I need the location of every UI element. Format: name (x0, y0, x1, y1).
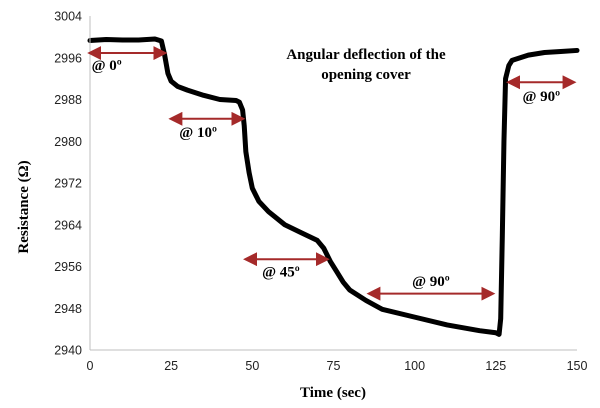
range-label: @ 10º (179, 125, 217, 141)
data-point (238, 101, 241, 103)
data-point (219, 98, 221, 101)
data-point (258, 200, 260, 203)
data-point (543, 51, 546, 54)
data-point (503, 140, 505, 143)
data-point (243, 124, 246, 127)
data-point (248, 171, 250, 174)
data-point (105, 38, 108, 41)
y-tick-label: 2996 (54, 51, 82, 65)
axes: 2940 2948 2956 2964 2972 2980 2988 2996 3004 0 25 5… (54, 10, 587, 374)
data-point (121, 39, 124, 41)
x-tick-label: 125 (485, 359, 506, 373)
y-tick-label: 2972 (54, 177, 82, 191)
data-point (316, 239, 319, 242)
range-label: @ 90º (412, 274, 450, 290)
data-point (176, 85, 179, 88)
data-point (365, 299, 367, 302)
data-point (478, 329, 481, 332)
data-point (498, 333, 500, 336)
x-tick-label: 100 (404, 359, 425, 373)
data-point (163, 54, 166, 56)
data-point (241, 109, 244, 111)
x-tick-label: 0 (87, 359, 94, 373)
y-tick-label: 2956 (54, 260, 82, 274)
y-tick-label: 2988 (54, 93, 82, 107)
y-tick-label: 2940 (54, 344, 82, 358)
data-point (342, 281, 345, 283)
data-point (499, 317, 502, 320)
data-point (245, 150, 247, 153)
x-tick-label: 150 (567, 359, 588, 373)
annotations: @ 0º @ 10º @ 45º @ 90º @ 90º (87, 46, 577, 301)
data-point (501, 234, 504, 236)
y-tick-label: 2980 (54, 135, 82, 149)
data-point (446, 324, 448, 326)
data-point (508, 64, 510, 67)
x-tick-label: 50 (245, 359, 259, 373)
data-point (186, 89, 189, 91)
data-point (381, 308, 384, 311)
annotation-title-line-1: Angular deflection of the (286, 47, 446, 63)
data-point (329, 260, 332, 263)
data-point (235, 99, 237, 102)
data-point (300, 231, 302, 234)
data-point (504, 77, 507, 80)
data-point (137, 39, 140, 41)
data-point (154, 38, 156, 40)
data-point (511, 59, 513, 62)
data-point (284, 223, 286, 226)
range-label: @ 90º (522, 89, 560, 105)
data-point (160, 40, 163, 42)
data-point (167, 72, 169, 75)
y-tick-label: 2948 (54, 302, 82, 316)
data-point (170, 80, 172, 83)
annotation-title-line-2: opening cover (321, 67, 411, 83)
data-point (335, 270, 338, 273)
data-point (527, 54, 530, 56)
data-point (322, 247, 325, 250)
y-tick-label: 3004 (54, 10, 82, 24)
x-tick-label: 25 (164, 359, 178, 373)
data-point (267, 210, 270, 213)
range-label: @ 0º (92, 58, 122, 74)
series-line (87, 36, 580, 337)
data-point (348, 289, 351, 291)
y-axis-title: Resistance (Ω) (16, 160, 32, 253)
data-point (559, 50, 562, 53)
data-point (576, 49, 578, 52)
x-axis-title: Time (sec) (300, 385, 366, 401)
data-point (202, 94, 205, 97)
data-point (413, 316, 416, 318)
range-label: @ 45º (262, 265, 300, 281)
data-point (251, 187, 254, 190)
data-point (495, 331, 497, 334)
x-tick-label: 75 (327, 359, 341, 373)
y-tick-label: 2964 (54, 218, 82, 232)
